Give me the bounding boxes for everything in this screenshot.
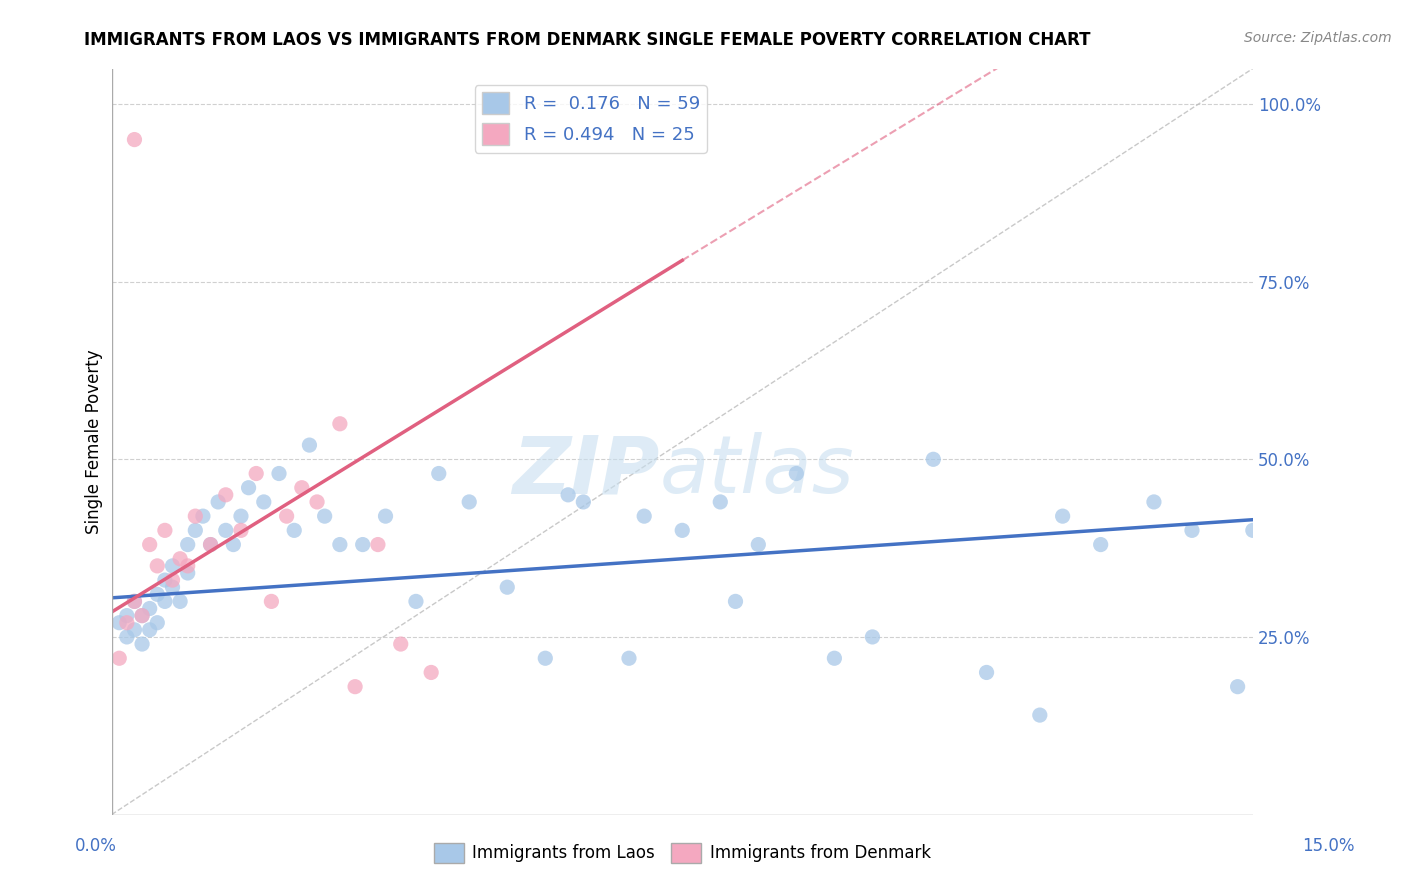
- Point: [534, 651, 557, 665]
- Point: [572, 495, 595, 509]
- Point: [146, 587, 169, 601]
- Point: [162, 580, 184, 594]
- Text: Source: ZipAtlas.com: Source: ZipAtlas.com: [1244, 31, 1392, 45]
- Point: [184, 509, 207, 524]
- Point: [344, 680, 367, 694]
- Text: 0.0%: 0.0%: [75, 837, 117, 855]
- Point: [747, 537, 769, 551]
- Point: [260, 594, 283, 608]
- Point: [314, 509, 336, 524]
- Point: [200, 537, 222, 551]
- Point: [131, 608, 153, 623]
- Point: [215, 488, 238, 502]
- Point: [215, 524, 238, 538]
- Point: [1090, 537, 1112, 551]
- Point: [162, 558, 184, 573]
- Point: [862, 630, 884, 644]
- Point: [115, 608, 138, 623]
- Point: [108, 651, 131, 665]
- Text: atlas: atlas: [659, 433, 855, 510]
- Point: [191, 509, 214, 524]
- Text: IMMIGRANTS FROM LAOS VS IMMIGRANTS FROM DENMARK SINGLE FEMALE POVERTY CORRELATIO: IMMIGRANTS FROM LAOS VS IMMIGRANTS FROM …: [84, 31, 1091, 49]
- Point: [1226, 680, 1249, 694]
- Point: [267, 467, 290, 481]
- Point: [169, 551, 191, 566]
- Point: [124, 594, 146, 608]
- Point: [115, 630, 138, 644]
- Text: 15.0%: 15.0%: [1302, 837, 1355, 855]
- Point: [177, 566, 200, 580]
- Point: [671, 524, 693, 538]
- Point: [389, 637, 412, 651]
- Point: [108, 615, 131, 630]
- Point: [184, 524, 207, 538]
- Point: [200, 537, 222, 551]
- Point: [238, 481, 260, 495]
- Point: [138, 537, 160, 551]
- Point: [823, 651, 845, 665]
- Point: [153, 573, 176, 587]
- Point: [458, 495, 481, 509]
- Point: [207, 495, 229, 509]
- Point: [298, 438, 321, 452]
- Text: ZIP: ZIP: [512, 433, 659, 510]
- Point: [229, 509, 252, 524]
- Point: [617, 651, 640, 665]
- Point: [283, 524, 305, 538]
- Point: [1181, 524, 1204, 538]
- Point: [115, 615, 138, 630]
- Point: [724, 594, 747, 608]
- Point: [374, 509, 396, 524]
- Point: [1241, 524, 1264, 538]
- Point: [276, 509, 298, 524]
- Point: [146, 558, 169, 573]
- Point: [329, 537, 352, 551]
- Point: [153, 594, 176, 608]
- Point: [976, 665, 998, 680]
- Point: [1143, 495, 1166, 509]
- Point: [138, 623, 160, 637]
- Point: [496, 580, 519, 594]
- Point: [367, 537, 389, 551]
- Point: [1052, 509, 1074, 524]
- Point: [124, 132, 146, 146]
- Point: [138, 601, 160, 615]
- Point: [245, 467, 267, 481]
- Point: [709, 495, 731, 509]
- Point: [169, 594, 191, 608]
- Legend: R =  0.176   N = 59, R = 0.494   N = 25: R = 0.176 N = 59, R = 0.494 N = 25: [475, 85, 707, 153]
- Point: [131, 608, 153, 623]
- Point: [124, 594, 146, 608]
- Point: [785, 467, 807, 481]
- Point: [922, 452, 945, 467]
- Point: [557, 488, 579, 502]
- Point: [291, 481, 314, 495]
- Point: [131, 637, 153, 651]
- Point: [153, 524, 176, 538]
- Point: [177, 537, 200, 551]
- Point: [427, 467, 450, 481]
- Point: [352, 537, 374, 551]
- Point: [177, 558, 200, 573]
- Point: [253, 495, 276, 509]
- Point: [405, 594, 427, 608]
- Point: [124, 623, 146, 637]
- Point: [420, 665, 443, 680]
- Point: [633, 509, 655, 524]
- Point: [329, 417, 352, 431]
- Point: [1029, 708, 1052, 723]
- Point: [162, 573, 184, 587]
- Point: [229, 524, 252, 538]
- Point: [146, 615, 169, 630]
- Point: [222, 537, 245, 551]
- Y-axis label: Single Female Poverty: Single Female Poverty: [86, 350, 103, 533]
- Point: [305, 495, 328, 509]
